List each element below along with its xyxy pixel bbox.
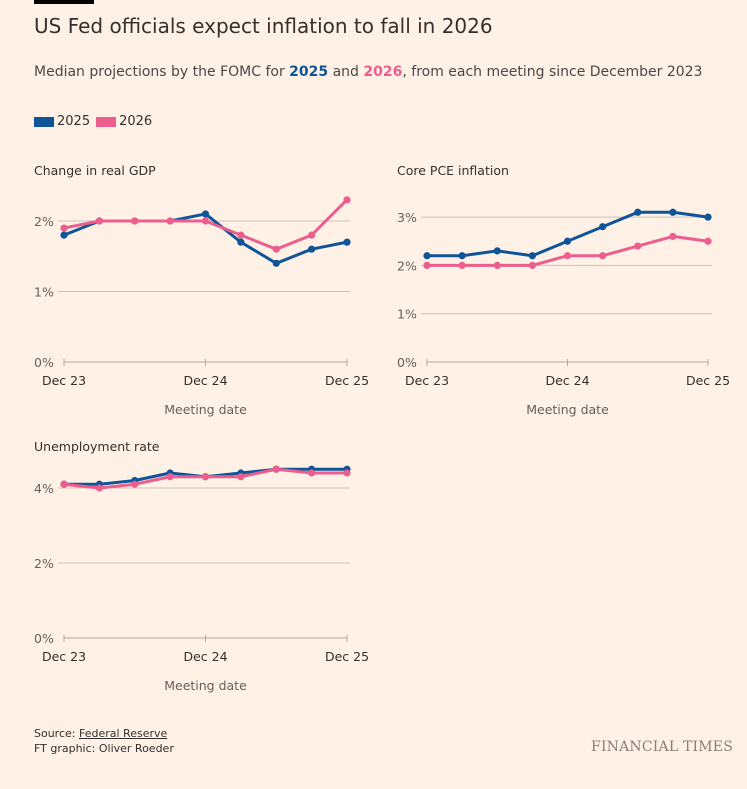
data-point-2026 — [272, 245, 280, 253]
legend-item-2025: 2025 — [34, 114, 90, 129]
x-tick-label: Dec 23 — [42, 649, 86, 664]
data-point-2026 — [599, 252, 607, 260]
data-point-2025 — [563, 237, 572, 245]
data-point-2026 — [131, 480, 139, 488]
x-tick-label: Dec 23 — [405, 373, 449, 388]
subtitle-year-2026: 2026 — [363, 64, 403, 80]
y-tick-label: 2% — [34, 214, 54, 229]
data-point-2025 — [669, 208, 677, 216]
subtitle-text: , from each meeting since December 2023 — [402, 64, 703, 80]
data-point-2026 — [704, 237, 712, 245]
subtitle: Median projections by the FOMC for 2025 … — [34, 64, 702, 80]
y-tick-label: 2% — [34, 556, 54, 571]
data-point-2026 — [423, 261, 431, 269]
header-bar — [34, 0, 94, 4]
source-label: Source: — [34, 727, 79, 740]
legend-label: 2026 — [119, 114, 153, 129]
page-title: US Fed officials expect inflation to fal… — [34, 14, 493, 38]
x-tick-label: Dec 23 — [42, 373, 86, 388]
data-point-2025 — [528, 252, 536, 260]
data-point-2026 — [669, 232, 677, 241]
credit: FT graphic: Oliver Roeder — [34, 742, 174, 755]
data-point-2026 — [131, 217, 139, 225]
data-point-2025 — [634, 208, 642, 216]
data-point-2025 — [493, 247, 501, 255]
data-point-2026 — [308, 231, 316, 239]
legend: 2025 2026 — [34, 114, 152, 129]
data-point-2026 — [493, 261, 501, 269]
ft-logo: FINANCIAL TIMES — [591, 739, 733, 755]
data-point-2026 — [60, 480, 68, 488]
data-point-2026 — [95, 217, 103, 225]
y-tick-label: 1% — [397, 307, 417, 322]
subtitle-text: and — [328, 64, 364, 80]
data-point-2026 — [95, 484, 103, 492]
subtitle-text: Median projections by the FOMC for — [34, 64, 290, 80]
data-point-2025 — [599, 223, 607, 231]
data-point-2025 — [343, 238, 351, 246]
y-tick-label: 0% — [34, 355, 54, 370]
data-point-2026 — [308, 469, 316, 477]
y-tick-label: 0% — [397, 355, 417, 370]
chart-title: Change in real GDP — [34, 163, 156, 178]
chart-title: Core PCE inflation — [397, 163, 509, 178]
data-point-2025 — [458, 252, 466, 260]
y-tick-label: 4% — [34, 481, 54, 496]
x-tick-label: Dec 25 — [325, 373, 369, 388]
data-point-2026 — [634, 242, 642, 250]
x-axis-label: Meeting date — [526, 402, 609, 417]
data-point-2026 — [528, 261, 536, 269]
data-point-2026 — [272, 465, 280, 473]
legend-item-2026: 2026 — [96, 114, 152, 129]
subtitle-year-2025: 2025 — [289, 64, 329, 80]
data-point-2025 — [423, 252, 431, 260]
data-point-2025 — [272, 259, 280, 267]
y-tick-label: 3% — [397, 210, 417, 225]
x-tick-label: Dec 24 — [183, 373, 227, 388]
x-axis-label: Meeting date — [164, 678, 247, 693]
source-link[interactable]: Federal Reserve — [78, 727, 168, 740]
y-tick-label: 2% — [397, 258, 417, 273]
data-point-2025 — [704, 213, 712, 221]
x-tick-label: Dec 25 — [325, 649, 369, 664]
x-tick-label: Dec 24 — [183, 649, 227, 664]
x-axis-label: Meeting date — [164, 402, 247, 417]
data-point-2025 — [308, 245, 316, 253]
chart-title: Unemployment rate — [34, 439, 160, 454]
x-tick-label: Dec 25 — [686, 373, 730, 388]
data-point-2026 — [60, 224, 68, 232]
data-point-2026 — [201, 473, 210, 481]
legend-swatch — [96, 116, 117, 127]
y-tick-label: 1% — [34, 285, 54, 300]
data-point-2026 — [237, 231, 245, 239]
data-point-2026 — [201, 217, 210, 225]
data-point-2026 — [237, 473, 245, 481]
data-point-2026 — [458, 261, 466, 269]
data-point-2026 — [343, 469, 351, 477]
legend-label: 2025 — [57, 114, 91, 129]
data-point-2025 — [237, 238, 245, 246]
data-point-2025 — [201, 210, 210, 218]
legend-swatch — [34, 116, 54, 127]
footer: Source: Federal Reserve FT graphic: Oliv… — [34, 726, 174, 756]
data-point-2025 — [60, 231, 68, 239]
data-point-2026 — [166, 217, 174, 225]
series-line-2025 — [427, 210, 709, 258]
data-point-2026 — [166, 473, 174, 481]
y-tick-label: 0% — [34, 631, 54, 646]
data-point-2026 — [343, 196, 351, 204]
data-point-2026 — [563, 252, 572, 260]
x-tick-label: Dec 24 — [545, 373, 589, 388]
